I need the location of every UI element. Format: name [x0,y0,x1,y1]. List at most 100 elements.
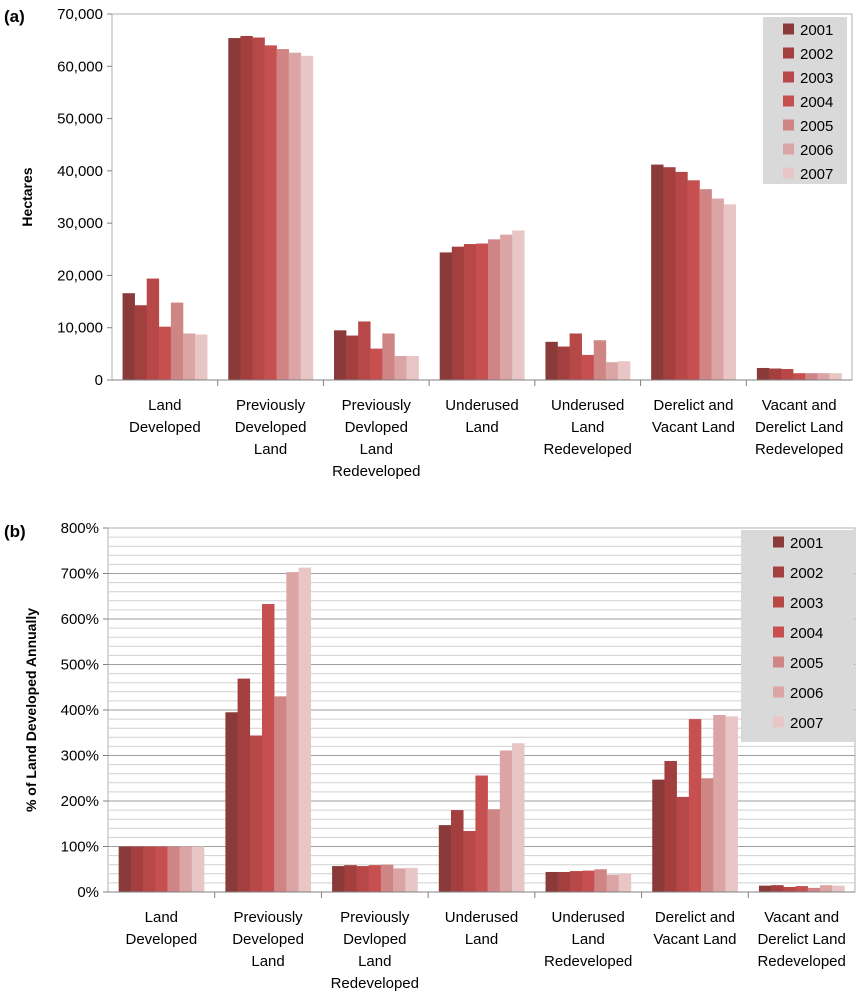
bar-2001 [332,866,345,892]
bar-2001 [334,330,347,380]
category-label: Land [571,419,604,436]
bar-2002 [237,678,251,892]
category-label: Previously [340,909,410,926]
category-label: Previously [236,397,306,414]
bar-2002 [346,335,359,380]
bar-2001 [225,712,238,892]
bar-2004 [158,326,172,380]
panel-label: (b) [4,522,26,541]
bar-2004 [261,603,275,892]
y-tick-label: 700% [61,566,99,583]
bar-2004 [688,719,702,892]
bar-2005 [170,302,184,380]
bar-2001 [228,38,241,381]
bar-2006 [288,52,302,380]
legend-swatch-2001 [783,23,794,35]
y-tick-label: 40,000 [57,163,103,180]
category-label: Derelict and [655,909,735,926]
bar-2007 [405,867,418,892]
bar-2003 [569,871,583,892]
category-label: Underused [445,909,518,926]
legend-swatch-2007 [783,167,794,179]
bar-2002 [344,865,357,892]
bar-2007 [195,334,208,380]
bar-2007 [725,716,738,892]
bar-2005 [807,887,821,892]
bar-2002 [451,246,465,380]
legend-swatch-2006 [783,143,794,155]
bar-2003 [463,244,477,380]
bar-2001 [118,846,132,892]
y-tick-label: 30,000 [57,215,103,232]
bar-2007 [191,846,205,892]
bar-2006 [393,868,406,892]
legend-swatch-2005 [773,656,784,668]
category-label: Land [572,931,605,948]
bar-2004 [475,243,489,380]
category-label: Vacant Land [652,419,735,436]
y-tick-label: 70,000 [57,6,103,23]
bar-2001 [652,779,665,892]
bar-2003 [463,831,476,892]
bar-2002 [130,846,144,892]
bar-2005 [167,846,180,892]
category-label: Land [360,441,393,458]
bar-2004 [793,373,806,380]
panel-label: (a) [4,7,25,26]
y-tick-label: 300% [61,748,99,765]
category-label: Land [465,931,498,948]
bar-2005 [276,49,289,380]
bar-2005 [805,373,818,380]
legend-swatch-2002 [773,566,784,578]
category-label: Redeveloped [331,975,419,992]
y-tick-label: 100% [61,839,99,856]
legend-swatch-2007 [773,716,784,728]
bar-2005 [488,239,501,380]
legend-label: 2006 [790,685,823,702]
bar-2004 [264,45,277,381]
category-label: Underused [551,397,624,414]
bar-2007 [300,55,314,380]
bar-2002 [768,368,782,380]
bar-2004 [687,180,700,380]
legend-label: 2007 [790,715,823,732]
bar-2001 [438,825,452,892]
category-label: Devloped [343,931,406,948]
category-label: Previously [342,397,412,414]
bar-2002 [134,305,148,380]
category-label: Developed [232,931,304,948]
legend-label: 2004 [800,94,833,111]
y-tick-label: 800% [61,520,99,537]
category-label: Devloped [345,419,408,436]
bar-2006 [500,234,513,380]
chart-panel-a: (a) 0 10,000 20,000 30,000 40,000 50,000 60,000… [4,6,853,480]
bar-2001 [545,341,558,380]
category-label: Land [148,397,181,414]
category-label: Land [358,953,391,970]
bar-2004 [368,865,382,892]
legend-swatch-2003 [783,71,794,83]
legend-label: 2001 [790,535,823,552]
y-tick-label: 200% [61,793,99,810]
bar-2006 [286,572,299,892]
bar-2004 [795,886,809,892]
y-axis-label: % of Land Developed Annually [23,608,39,812]
bar-2006 [817,373,830,380]
category-label: Redeveloped [544,441,632,458]
bar-2002 [771,885,784,892]
y-tick-label: 50,000 [57,111,103,128]
legend-label: 2003 [790,595,823,612]
category-label: Redeveloped [332,463,420,480]
legend-label: 2002 [790,565,823,582]
bar-2002 [557,346,570,380]
bar-2006 [819,885,833,892]
y-tick-label: 600% [61,611,99,628]
category-label: Derelict Land [755,419,843,436]
bar-2002 [664,760,677,892]
category-label: Vacant and [762,397,837,414]
category-label: Land [254,441,287,458]
legend-swatch-2002 [783,47,794,59]
bar-2004 [155,846,168,892]
legend-swatch-2006 [773,686,784,698]
bar-2003 [676,796,690,892]
